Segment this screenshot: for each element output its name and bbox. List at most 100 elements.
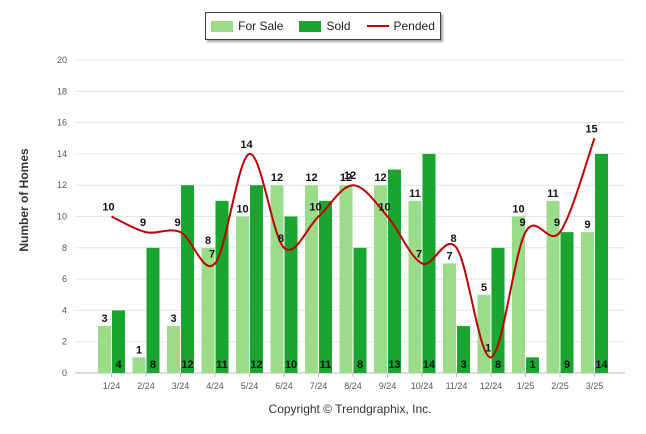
data-label-for-sale: 10 <box>512 204 524 216</box>
data-label-sold: 14 <box>595 359 608 371</box>
data-label-for-sale: 11 <box>409 188 421 200</box>
x-tick-label: 2/25 <box>551 381 569 391</box>
data-label-sold: 12 <box>181 359 193 371</box>
x-tick-label: 3/25 <box>586 381 604 391</box>
legend: For Sale Sold Pended <box>205 12 441 40</box>
legend-item-pended[interactable]: Pended <box>366 19 435 33</box>
x-tick-label: 1/25 <box>517 381 535 391</box>
bar-for-sale <box>98 326 111 373</box>
data-label-pended: 9 <box>519 217 525 229</box>
bar-sold <box>319 200 332 373</box>
bar-for-sale <box>201 247 215 373</box>
y-tick-label: 0 <box>62 368 67 378</box>
bar-for-sale <box>581 232 594 373</box>
legend-swatch-pended <box>366 25 389 27</box>
data-label-for-sale: 5 <box>481 282 487 294</box>
data-label-sold: 13 <box>388 359 400 371</box>
legend-item-sold[interactable]: Sold <box>299 19 351 33</box>
bar-for-sale <box>305 185 318 373</box>
bars <box>98 153 608 373</box>
bar-sold <box>595 153 608 373</box>
legend-label-pended: Pended <box>393 19 435 33</box>
y-tick-label: 18 <box>57 86 67 96</box>
x-tick-label: 7/24 <box>310 381 328 391</box>
y-tick-label: 8 <box>62 243 67 253</box>
y-tick-label: 4 <box>62 305 67 315</box>
legend-item-for-sale[interactable]: For Sale <box>211 19 283 33</box>
legend-label-sold: Sold <box>326 19 351 33</box>
data-label-pended: 10 <box>309 202 321 214</box>
data-label-for-sale: 12 <box>305 172 317 184</box>
bar-sold <box>422 153 436 373</box>
bar-for-sale <box>408 200 422 373</box>
x-tick-label: 5/24 <box>241 381 259 391</box>
y-tick-label: 14 <box>57 149 67 159</box>
bar-sold <box>388 169 401 373</box>
data-label-pended: 12 <box>344 170 356 182</box>
data-label-sold: 8 <box>150 359 156 371</box>
bar-for-sale <box>236 216 249 373</box>
bar-sold <box>181 185 194 373</box>
data-label-sold: 11 <box>216 359 228 371</box>
pended-line <box>111 137 596 359</box>
data-label-pended: 15 <box>585 123 597 135</box>
data-label-pended: 14 <box>240 139 253 151</box>
y-tick-label: 16 <box>57 118 67 128</box>
bar-sold <box>560 232 574 373</box>
data-label-sold: 12 <box>250 359 262 371</box>
x-tick-label: 9/24 <box>379 381 397 391</box>
bar-sold <box>146 247 160 373</box>
legend-label-for-sale: For Sale <box>238 19 284 33</box>
data-label-sold: 3 <box>460 359 466 371</box>
legend-swatch-sold <box>299 20 322 32</box>
data-label-for-sale: 1 <box>136 344 142 356</box>
data-label-sold: 10 <box>285 359 297 371</box>
bar-for-sale <box>339 185 353 373</box>
y-tick-label: 10 <box>57 212 67 222</box>
bar-for-sale <box>374 185 387 373</box>
data-label-pended: 9 <box>174 217 180 229</box>
x-tick-label: 10/24 <box>411 381 434 391</box>
x-axis-ticks: 1/24 2/24 3/24 4/24 5/24 6/24 7/24 8/24 9/24 10/2… <box>103 373 604 391</box>
y-tick-label: 12 <box>57 180 67 190</box>
bar-for-sale <box>443 263 456 373</box>
bar-sold <box>491 247 505 373</box>
data-label-for-sale: 11 <box>547 188 559 200</box>
y-axis-ticks: 0 2 4 6 8 10 12 14 16 18 20 <box>57 55 67 378</box>
data-label-for-sale: 12 <box>340 172 352 184</box>
x-tick-label: 11/24 <box>446 381 468 391</box>
bar-for-sale <box>270 185 284 373</box>
data-label-for-sale: 10 <box>236 204 248 216</box>
data-label-for-sale: 3 <box>101 313 107 325</box>
bar-sold <box>284 216 298 373</box>
y-tick-label: 6 <box>62 274 67 284</box>
bar-sold <box>250 185 263 373</box>
data-label-pended: 1 <box>485 342 491 354</box>
bar-for-sale <box>167 326 180 373</box>
x-tick-label: 3/24 <box>172 381 190 391</box>
data-label-for-sale: 7 <box>446 250 452 262</box>
x-tick-label: 4/24 <box>206 381 224 391</box>
data-label-pended: 7 <box>416 248 422 260</box>
data-label-sold: 9 <box>564 359 570 371</box>
bar-for-sale <box>512 216 525 373</box>
y-tick-label: 2 <box>62 337 67 347</box>
line-pended <box>111 137 596 359</box>
data-label-pended: 9 <box>554 217 560 229</box>
bar-sold <box>353 247 367 373</box>
data-label-pended: 8 <box>278 233 284 245</box>
data-label-pended: 9 <box>140 217 146 229</box>
y-tick-label: 20 <box>57 55 67 65</box>
data-label-sold: 8 <box>495 359 501 371</box>
bar-sold <box>112 310 125 373</box>
bar-for-sale <box>546 200 560 373</box>
data-label-sold: 11 <box>320 359 332 371</box>
bar-sold <box>215 200 229 373</box>
data-label-pended: 10 <box>102 202 114 214</box>
data-labels: 3418312811101212101211128121311147358101… <box>101 123 608 371</box>
data-label-for-sale: 12 <box>271 172 283 184</box>
data-label-for-sale: 12 <box>374 172 386 184</box>
data-label-sold: 8 <box>357 359 363 371</box>
bar-for-sale <box>132 357 146 373</box>
